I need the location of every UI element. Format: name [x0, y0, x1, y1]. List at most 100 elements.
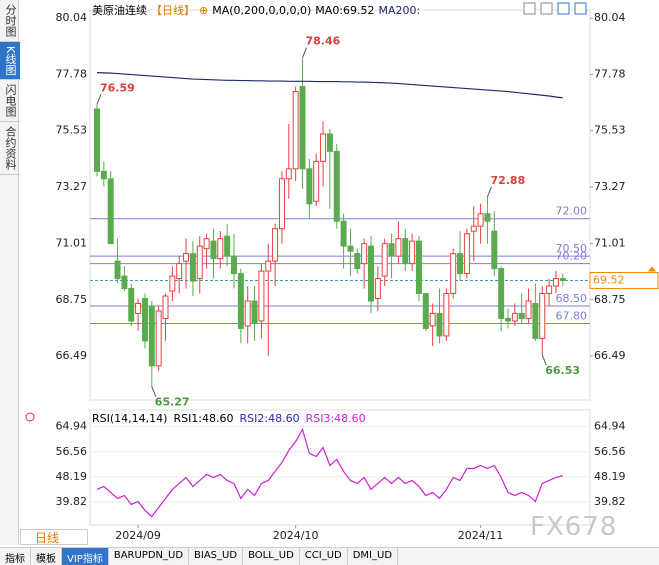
candle-body — [340, 220, 347, 247]
candle-body — [128, 288, 135, 322]
candle-body — [224, 235, 231, 257]
candle-body — [210, 240, 217, 260]
candle-body — [546, 285, 553, 295]
candle-body — [368, 245, 374, 302]
candle-body — [463, 233, 470, 275]
candle-body — [422, 293, 429, 329]
toolbar — [523, 2, 587, 15]
tab[interactable]: DMI_UD — [348, 548, 399, 565]
extreme-pointer — [541, 354, 547, 366]
rsi-tick-label: 56.56 — [56, 445, 88, 458]
candle-body — [244, 300, 251, 327]
candle-body — [443, 293, 450, 337]
x-tick-label: 2024/09 — [115, 529, 161, 542]
ma0: MA0:69.52 — [315, 4, 375, 17]
candle-body — [272, 228, 279, 262]
extreme-label: 72.88 — [490, 174, 525, 187]
candle-body — [306, 168, 313, 205]
candle-body — [299, 86, 306, 170]
candle-body — [450, 253, 457, 295]
candle-body — [518, 312, 525, 319]
candle-body — [217, 238, 224, 260]
candle-body — [278, 178, 285, 230]
candle-body — [402, 238, 409, 265]
rsi-tick-label: 48.19 — [594, 470, 626, 483]
candle-body — [258, 270, 265, 322]
chart: 80.04 80.04 77.78 77.78 75.53 75.53 73.27 73.27… — [25, 2, 659, 542]
last-price-box — [589, 272, 659, 290]
candle-body — [265, 260, 272, 272]
tab[interactable]: VIP指标 — [62, 548, 109, 565]
extreme-pointer — [486, 186, 492, 197]
candle-body — [114, 260, 121, 280]
last-price-label: 69.52 — [593, 274, 625, 287]
y-tick-label: 77.78 — [594, 68, 626, 81]
candle-body — [162, 295, 169, 319]
period-box[interactable]: 日线 — [20, 529, 88, 545]
candle-body — [155, 310, 162, 367]
level-label: 68.50 — [556, 292, 588, 305]
y-tick-label: 71.01 — [594, 236, 626, 249]
extreme-label: 66.53 — [545, 364, 580, 377]
candle-body — [388, 243, 395, 257]
candle-body — [326, 133, 333, 152]
side-tab[interactable]: 合约资料 — [0, 122, 20, 176]
candle-body — [457, 253, 464, 275]
candle-body — [141, 298, 148, 342]
side-tab[interactable]: 闪电图 — [0, 80, 20, 123]
rsi-header: RSI3:48.60 — [306, 412, 366, 425]
rsi-line — [96, 427, 563, 518]
rsi-tick-label: 56.56 — [594, 445, 626, 458]
y-tick-label: 66.49 — [594, 349, 626, 362]
y-tick-label: 80.04 — [594, 11, 626, 24]
settings-icon[interactable]: ⊕ — [199, 4, 209, 17]
candle-body — [539, 293, 546, 339]
extreme-label: 76.59 — [100, 81, 135, 94]
rsi-header: RSI1:48.60 — [173, 412, 233, 425]
level-label: 72.00 — [556, 205, 588, 218]
candle-body — [313, 160, 320, 202]
candle-body — [436, 312, 443, 337]
candle-body — [333, 150, 340, 222]
last-price-arrow — [648, 266, 656, 272]
candle-body — [470, 225, 477, 232]
candle-body — [347, 245, 354, 252]
x-tick-label: 2024/11 — [458, 529, 504, 542]
candle-body — [176, 263, 183, 280]
y-tick-label: 68.75 — [56, 293, 88, 306]
y-tick-label: 68.75 — [594, 293, 626, 306]
candle-body — [94, 108, 100, 172]
side-tab[interactable]: K线图 — [0, 42, 20, 81]
candle-body — [491, 230, 498, 270]
candle-body — [374, 278, 381, 300]
candle-body — [189, 253, 196, 282]
rsi-tick-label: 64.94 — [594, 420, 626, 433]
candle-body — [183, 253, 190, 262]
extreme-label: 78.46 — [306, 35, 341, 48]
tab[interactable]: CCI_UD — [300, 548, 348, 565]
rsi-tick-label: 39.82 — [594, 495, 626, 508]
candle-body — [121, 275, 128, 290]
tab[interactable]: 指标 — [0, 548, 31, 565]
side-tab[interactable]: 分时图 — [0, 0, 20, 42]
y-tick-label: 80.04 — [56, 11, 88, 24]
candle-body — [559, 278, 566, 282]
tab[interactable]: 模板 — [31, 548, 62, 565]
candle-body — [511, 312, 518, 322]
candle-body — [361, 243, 368, 265]
rsi-header: RSI2:48.60 — [240, 412, 300, 425]
tab[interactable]: BOLL_UD — [243, 548, 300, 565]
extreme-pointer — [151, 386, 157, 397]
rsi-icon — [25, 412, 35, 422]
tab[interactable]: BARUPDN_UD — [109, 548, 190, 565]
candle-body — [135, 302, 142, 314]
candle-body — [409, 240, 416, 265]
candle-body — [251, 300, 258, 324]
candle-body — [498, 268, 505, 319]
y-tick-label: 71.01 — [56, 236, 88, 249]
tab[interactable]: BIAS_UD — [189, 548, 244, 565]
candle-body — [231, 255, 237, 275]
candle-body — [525, 300, 532, 319]
extreme-pointer — [302, 47, 307, 58]
level-label: 67.80 — [556, 309, 588, 322]
